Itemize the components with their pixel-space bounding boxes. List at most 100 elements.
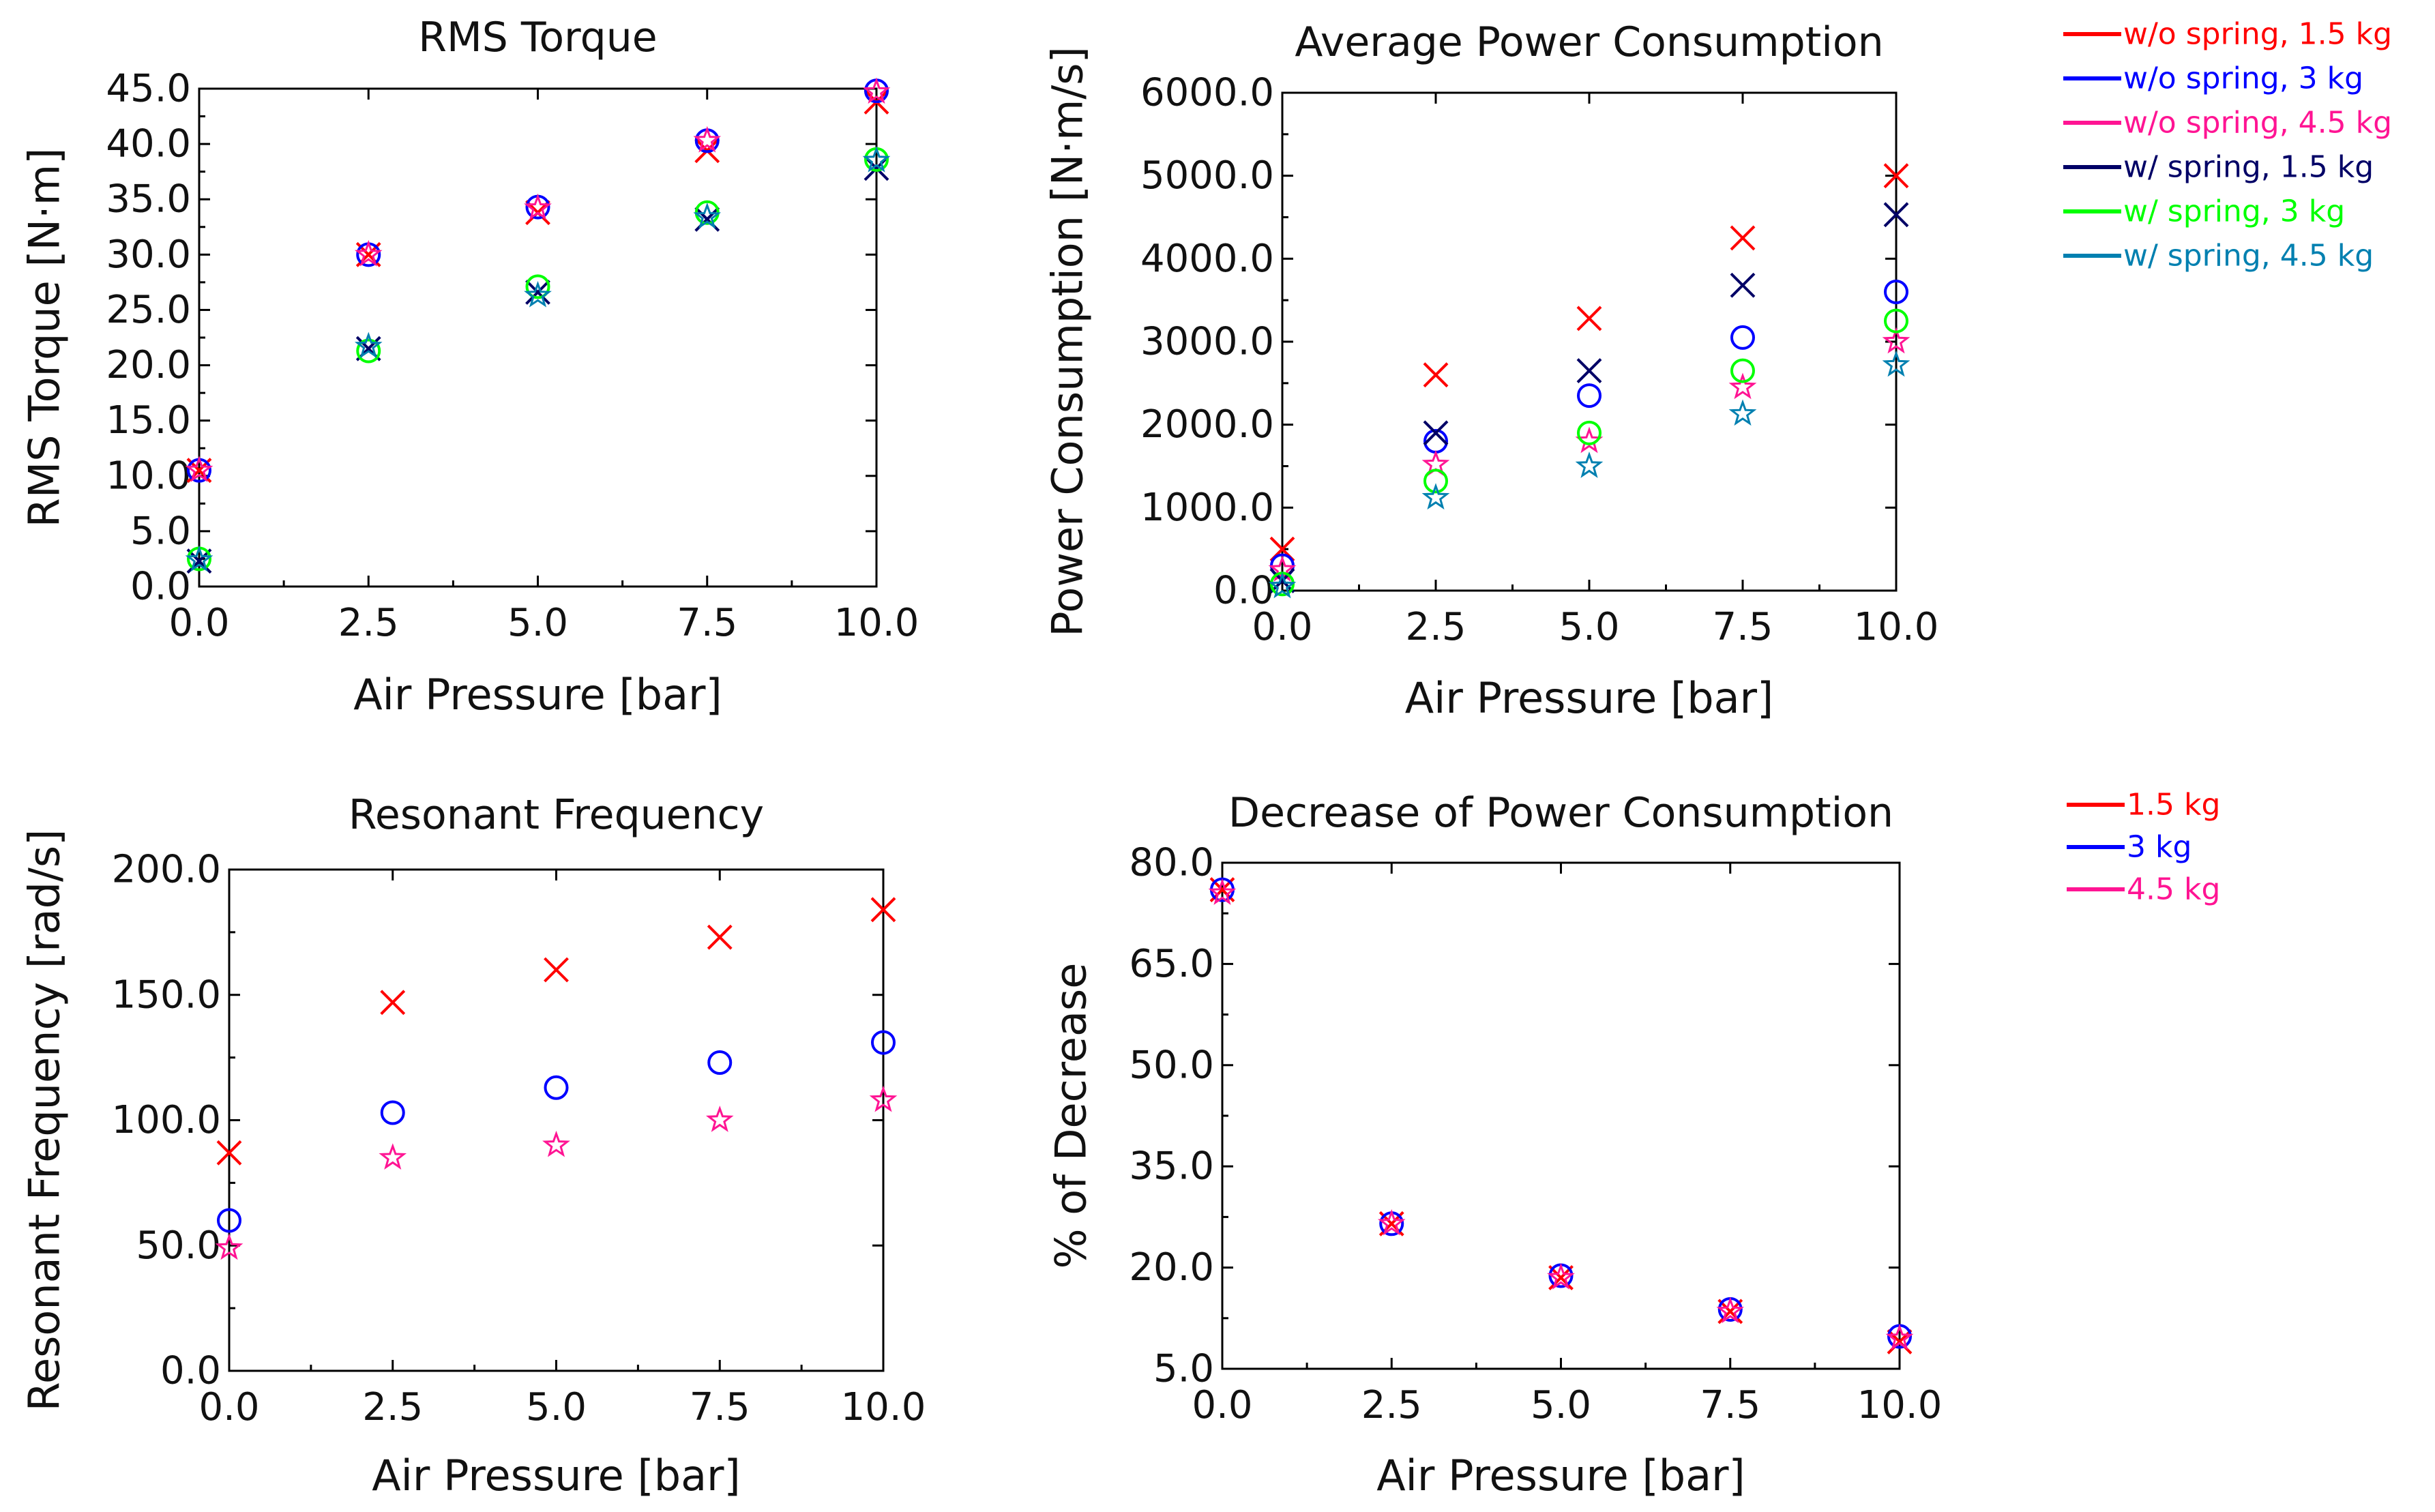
x-axis-label: Air Pressure [bar] — [353, 670, 722, 720]
legend-label: w/ spring, 1.5 kg — [2123, 150, 2374, 185]
data-point — [1882, 350, 1910, 377]
chart-title: Resonant Frequency — [349, 791, 764, 839]
y-tick-label: 45.0 — [106, 67, 191, 111]
plot-frame — [198, 87, 878, 588]
data-point — [693, 202, 722, 229]
x-axis-label: Air Pressure [bar] — [1405, 673, 1774, 723]
series-4-5-kg — [215, 1085, 898, 1260]
y-tick-label: 6000.0 — [1140, 71, 1274, 115]
chart-decrease: Decrease of Power Consumption Air Pressur… — [1046, 789, 1943, 1500]
y-tick-label: 15.0 — [106, 398, 191, 443]
legend-entry: w/o spring, 3 kg — [2063, 61, 2363, 96]
y-tick-label: 20.0 — [106, 343, 191, 387]
y-tick-label: 35.0 — [106, 177, 191, 222]
data-point — [1577, 383, 1602, 409]
y-axis-label: % of Decrease — [1046, 963, 1096, 1269]
data-point — [1423, 420, 1449, 446]
data-point — [870, 897, 896, 923]
data-point — [1728, 399, 1757, 426]
data-point — [1577, 420, 1602, 445]
series-w-spring-4-5-kg — [185, 145, 891, 572]
y-tick-label: 1000.0 — [1140, 486, 1274, 530]
y-tick-label: 40.0 — [106, 122, 191, 166]
x-axis-label: Air Pressure [bar] — [1376, 1451, 1745, 1500]
y-tick-label: 35.0 — [1129, 1144, 1214, 1189]
data-point — [1730, 225, 1756, 251]
data-point — [1268, 572, 1297, 599]
x-tick-label: 7.5 — [690, 1385, 750, 1429]
x-tick-label: 2.5 — [362, 1385, 423, 1429]
y-tick-label: 5000.0 — [1140, 153, 1274, 198]
data-point — [1885, 1324, 1914, 1350]
data-point — [869, 1085, 898, 1112]
legend-bottom: 1.5 kg 3 kg 4.5 kg — [2067, 788, 2220, 907]
data-point — [1730, 358, 1755, 383]
data-point — [862, 77, 891, 104]
y-tick-label: 4000.0 — [1140, 237, 1274, 281]
series-4-5-kg — [1208, 878, 1914, 1350]
legend-label: w/o spring, 1.5 kg — [2123, 17, 2392, 52]
y-tick-label: 150.0 — [112, 973, 221, 1017]
data-point — [1208, 878, 1237, 905]
data-point — [544, 1075, 569, 1100]
x-tick-label: 10.0 — [841, 1385, 926, 1429]
y-tick-label: 65.0 — [1129, 942, 1214, 986]
plot-frame — [228, 868, 885, 1372]
series-w-o-spring-4-5-kg — [185, 77, 891, 482]
data-point — [705, 1106, 734, 1132]
y-axis-label: Resonant Frequency [rad/s] — [20, 829, 70, 1412]
legend-entry: 1.5 kg — [2067, 788, 2220, 822]
series-w-spring-1-5-kg — [1269, 202, 1909, 593]
y-tick-label: 0.0 — [130, 565, 191, 609]
legend-label: 3 kg — [2127, 830, 2192, 865]
data-point — [380, 990, 406, 1016]
legend-label: 4.5 kg — [2127, 872, 2220, 907]
y-tick-label: 30.0 — [106, 233, 191, 277]
data-point — [525, 280, 550, 305]
data-point — [1730, 272, 1756, 298]
plot-frame — [1281, 91, 1898, 592]
y-tick-label: 25.0 — [106, 288, 191, 332]
legend-entry: w/ spring, 3 kg — [2063, 194, 2345, 229]
x-tick-label: 0.0 — [1252, 605, 1312, 649]
data-point — [215, 1233, 244, 1260]
legend-top: w/o spring, 1.5 kg w/o spring, 3 kg w/o sp… — [2063, 17, 2392, 273]
data-point — [693, 125, 722, 153]
x-tick-label: 0.0 — [198, 1385, 259, 1429]
data-point — [544, 957, 569, 983]
legend-label: w/ spring, 4.5 kg — [2123, 239, 2374, 273]
data-point — [1730, 325, 1755, 350]
legend-entry: 3 kg — [2067, 830, 2192, 865]
y-tick-label: 80.0 — [1129, 841, 1214, 885]
data-point — [707, 1050, 733, 1075]
data-point — [524, 193, 552, 220]
x-tick-label: 7.5 — [677, 601, 737, 645]
data-point — [1883, 202, 1909, 228]
legend-entry: 4.5 kg — [2067, 872, 2220, 907]
y-tick-label: 50.0 — [136, 1224, 221, 1268]
x-tick-label: 2.5 — [1405, 605, 1466, 649]
series-3-kg — [217, 1030, 896, 1233]
data-point — [217, 1208, 241, 1233]
x-tick-label: 5.0 — [507, 601, 568, 645]
y-tick-label: 0.0 — [160, 1349, 221, 1393]
x-tick-label: 10.0 — [1854, 605, 1939, 649]
data-point — [1883, 163, 1909, 189]
data-point — [1423, 469, 1448, 494]
legend-label: w/ spring, 3 kg — [2123, 194, 2345, 229]
data-point — [525, 274, 550, 299]
y-tick-label: 5.0 — [130, 509, 191, 553]
chart-rms: RMS Torque Air Pressure [bar] RMS Torque [… — [20, 14, 919, 720]
chart-title: Average Power Consumption — [1295, 18, 1883, 66]
plot-frame — [1221, 861, 1901, 1370]
series-w-spring-4-5-kg — [1268, 350, 1910, 599]
data-point — [1269, 567, 1295, 593]
x-tick-label: 2.5 — [1361, 1383, 1422, 1427]
series-w-o-spring-1-5-kg — [1269, 163, 1909, 562]
x-tick-label: 5.0 — [1531, 1383, 1591, 1427]
data-point — [871, 1030, 896, 1055]
data-point — [1547, 1262, 1575, 1290]
data-point — [380, 1100, 405, 1125]
x-axis-label: Air Pressure [bar] — [372, 1451, 741, 1500]
